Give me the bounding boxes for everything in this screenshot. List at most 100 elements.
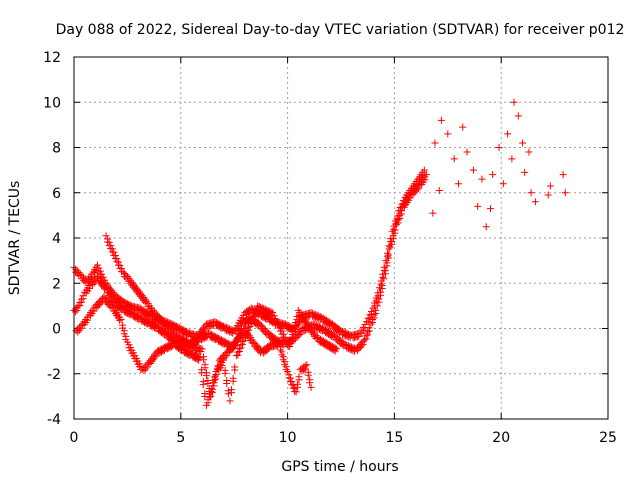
data-point xyxy=(248,319,256,327)
data-point xyxy=(155,349,163,357)
data-point xyxy=(247,304,255,312)
y-tick-label: 12 xyxy=(43,50,61,66)
data-point xyxy=(243,330,251,338)
data-point xyxy=(240,337,248,345)
data-point xyxy=(383,252,391,260)
data-point xyxy=(201,364,209,372)
data-point xyxy=(76,301,84,309)
data-point xyxy=(243,318,251,326)
data-point xyxy=(141,298,149,306)
data-point xyxy=(525,148,533,156)
data-point xyxy=(210,382,218,390)
data-point xyxy=(232,352,240,360)
data-point xyxy=(389,235,397,243)
data-point xyxy=(410,189,418,197)
data-point xyxy=(142,365,150,373)
data-point xyxy=(412,187,420,195)
data-point xyxy=(220,356,228,364)
data-point xyxy=(143,363,151,371)
data-point xyxy=(165,344,173,352)
data-points xyxy=(70,98,569,409)
x-tick-label: 15 xyxy=(385,430,403,446)
data-point xyxy=(228,389,236,397)
y-tick-label: 10 xyxy=(43,95,61,111)
data-point xyxy=(365,327,373,335)
data-point xyxy=(223,380,231,388)
x-tick-label: 25 xyxy=(599,430,617,446)
data-point xyxy=(364,331,372,339)
data-point xyxy=(499,180,507,188)
data-point xyxy=(147,307,155,315)
data-point xyxy=(444,130,452,138)
data-point xyxy=(89,281,97,289)
data-point xyxy=(415,184,423,192)
data-point xyxy=(527,189,535,197)
data-point xyxy=(177,325,185,332)
data-point xyxy=(246,323,254,331)
data-point xyxy=(249,316,257,324)
data-point xyxy=(234,351,242,359)
data-point xyxy=(149,306,157,314)
data-point xyxy=(301,365,309,373)
data-point xyxy=(163,345,171,353)
data-point xyxy=(487,205,495,213)
data-point xyxy=(200,356,208,364)
data-point xyxy=(546,182,554,190)
data-point xyxy=(307,383,315,391)
data-point xyxy=(421,176,429,184)
tick-labels: 0 5 10 15 20 25 -4 -2 0 2 4 6 8 10 12 xyxy=(43,50,617,446)
data-point xyxy=(211,318,219,326)
data-point xyxy=(333,345,341,353)
y-axis-label: SDTVAR / TECUs xyxy=(7,181,23,296)
data-point xyxy=(73,306,81,314)
data-point xyxy=(314,334,322,342)
data-point xyxy=(119,268,127,276)
data-point xyxy=(353,346,361,354)
data-point xyxy=(252,308,260,316)
data-point xyxy=(196,354,204,362)
data-point xyxy=(294,332,302,340)
data-point xyxy=(179,345,187,353)
data-point xyxy=(202,372,210,380)
data-point xyxy=(199,335,207,343)
grid-lines xyxy=(74,57,608,419)
data-point xyxy=(249,338,257,346)
data-point xyxy=(278,351,286,359)
data-point xyxy=(287,340,295,348)
data-point xyxy=(245,326,253,334)
data-point xyxy=(469,166,477,174)
data-point xyxy=(294,383,302,391)
data-point xyxy=(93,261,101,269)
data-point xyxy=(289,334,297,342)
data-point xyxy=(309,320,317,328)
data-point xyxy=(265,344,273,352)
data-point xyxy=(360,336,368,344)
data-point xyxy=(450,155,458,163)
data-point xyxy=(341,340,349,348)
x-axis-label: GPS time / hours xyxy=(281,459,398,475)
data-point xyxy=(394,219,402,227)
data-point xyxy=(303,361,311,369)
data-point xyxy=(201,393,209,401)
data-point xyxy=(281,320,289,328)
data-point xyxy=(116,316,124,324)
chart-title: Day 088 of 2022, Sidereal Day-to-day VTE… xyxy=(56,22,625,38)
data-point xyxy=(284,367,292,375)
data-point xyxy=(235,348,243,356)
data-point xyxy=(337,327,345,335)
data-point xyxy=(207,392,215,400)
data-point xyxy=(482,223,490,231)
data-point xyxy=(166,343,174,351)
data-point xyxy=(107,303,115,311)
data-point xyxy=(136,313,144,321)
data-point xyxy=(160,346,168,354)
data-point xyxy=(380,275,388,283)
data-point xyxy=(119,297,127,305)
data-point xyxy=(370,314,378,322)
data-point xyxy=(544,191,552,199)
data-point xyxy=(279,356,287,364)
data-point xyxy=(508,155,516,163)
data-point xyxy=(200,334,208,342)
data-point xyxy=(74,328,82,336)
data-point xyxy=(489,171,497,179)
